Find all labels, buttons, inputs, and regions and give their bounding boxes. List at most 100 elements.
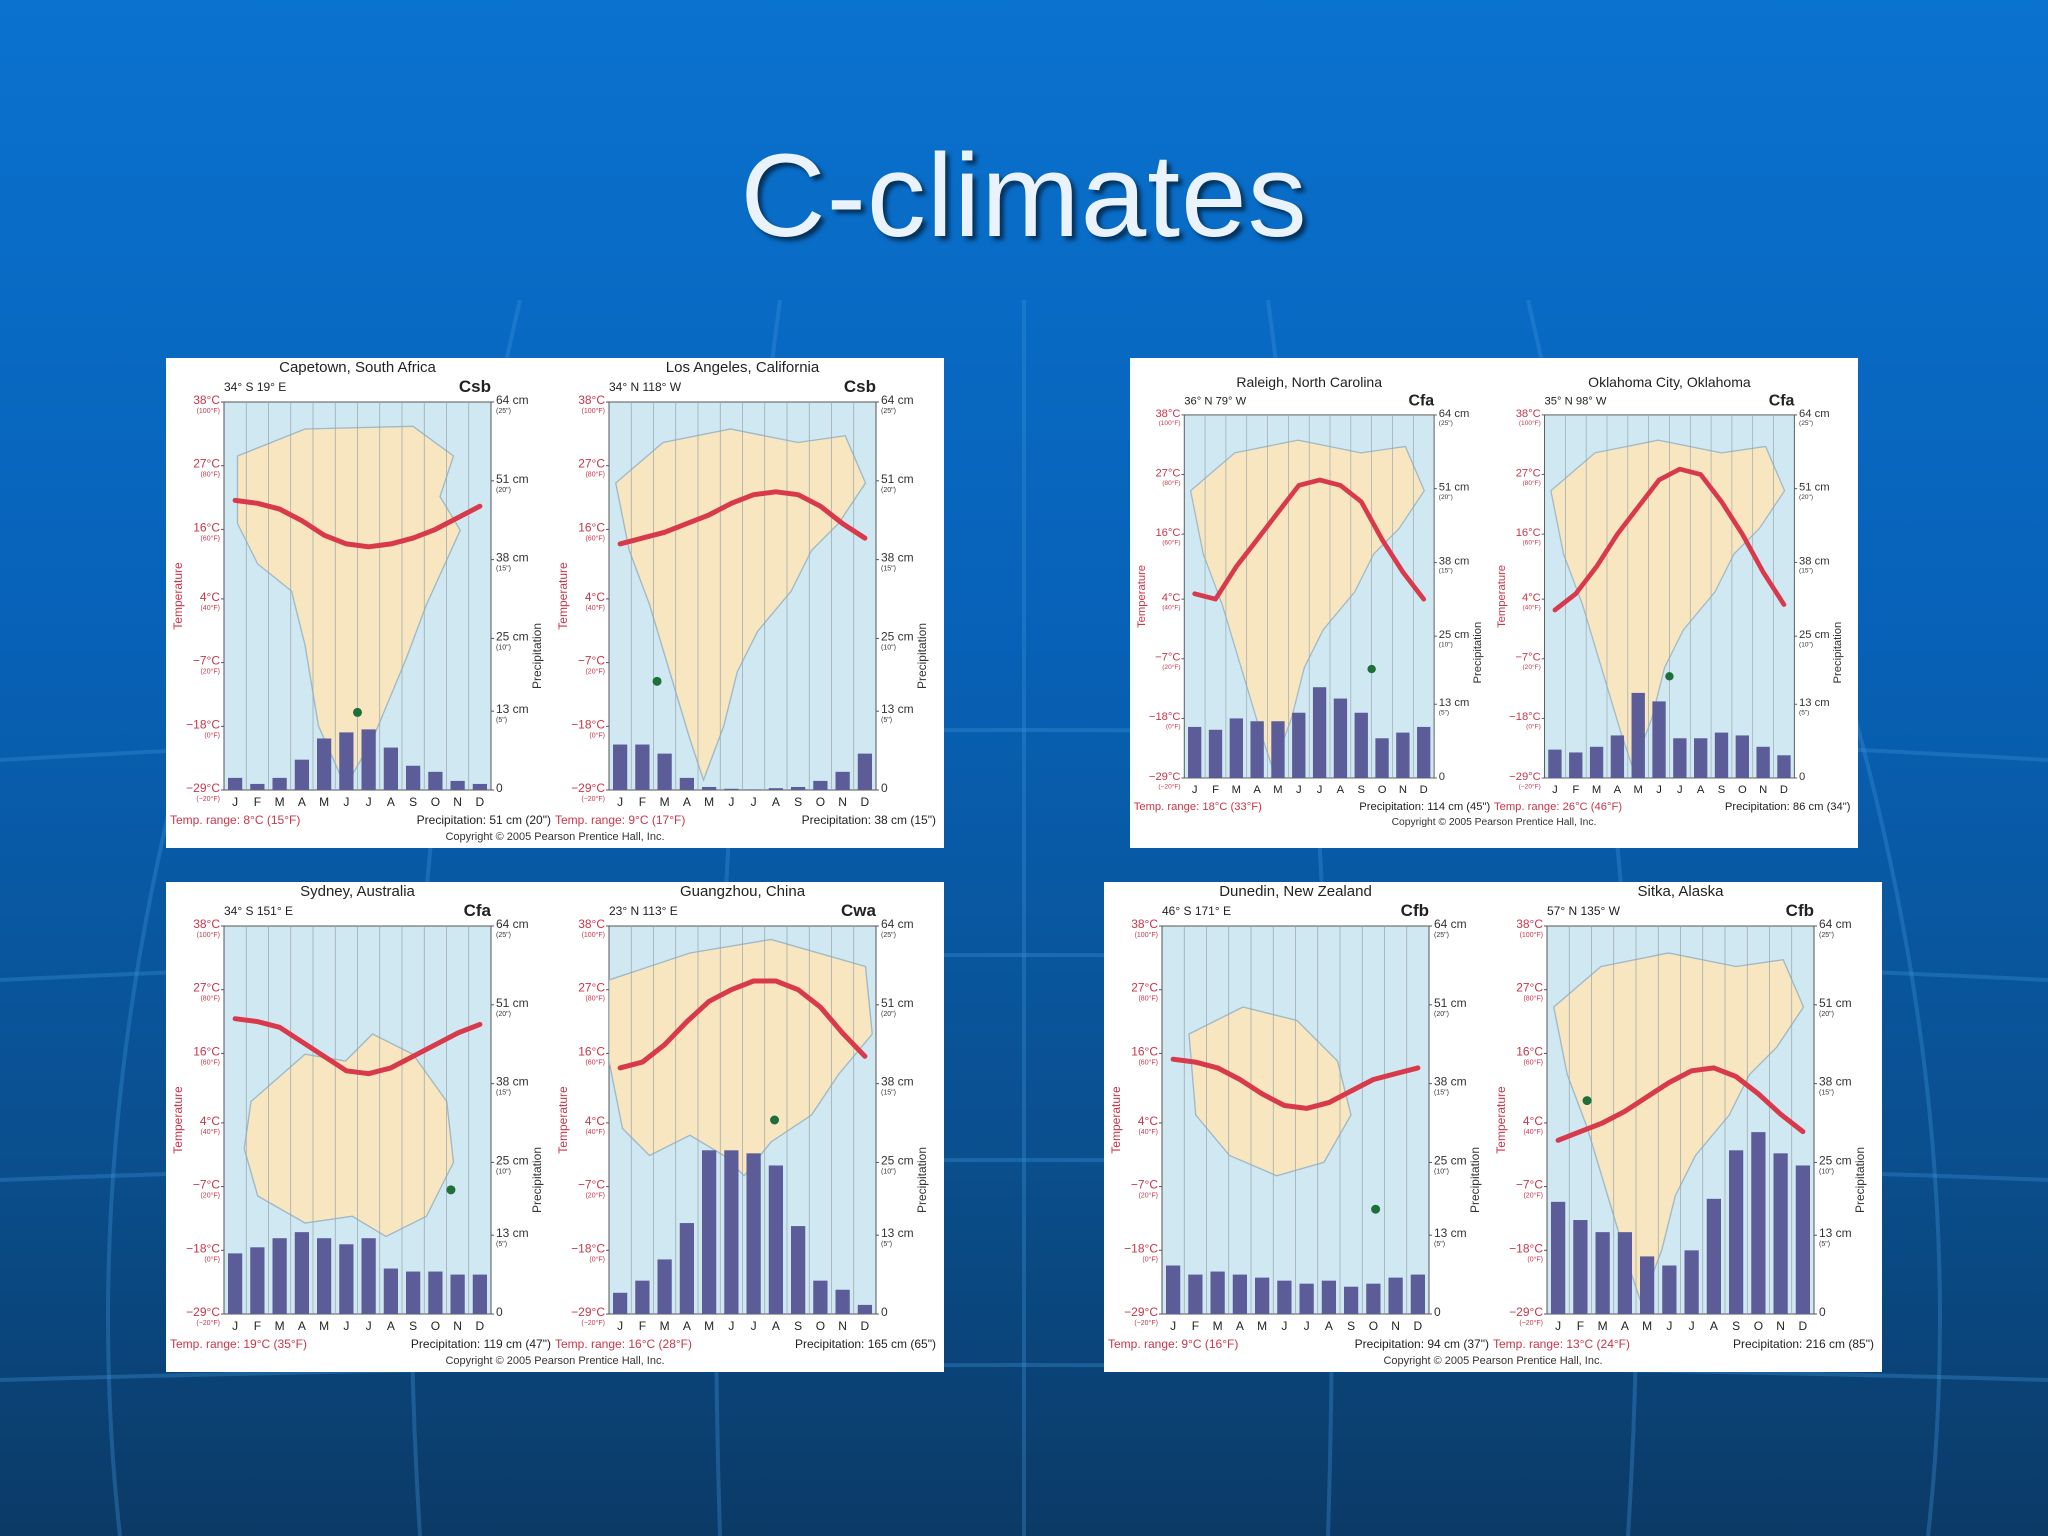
temperature-point [863, 536, 867, 540]
month-tick-label: O [431, 1319, 440, 1333]
temperature-point [796, 988, 800, 992]
temperature-point [1260, 1092, 1264, 1096]
temp-tick-label: 38°C [578, 917, 605, 931]
month-tick-label: J [617, 795, 623, 809]
temperature-point [344, 1069, 348, 1073]
month-tick-label: F [1577, 1319, 1584, 1333]
temperature-range: Temp. range: 9°C (17°F) [555, 813, 685, 827]
temperature-axis-label: Temperature [556, 562, 570, 630]
month-tick-label: A [772, 795, 780, 809]
precip-tick-label-in: (20") [496, 1011, 511, 1018]
precip-tick-label: 51 cm [881, 472, 914, 486]
temperature-point [1305, 1106, 1309, 1110]
precipitation-bar [1610, 735, 1625, 778]
temp-tick-label: 4°C [585, 1114, 605, 1128]
precip-tick-label: 38 cm [1439, 555, 1470, 567]
precip-tick-label: 13 cm [881, 1226, 914, 1240]
month-tick-label: M [1592, 784, 1601, 796]
precipitation-bar [1773, 1153, 1788, 1314]
precip-tick-label: 64 cm [496, 917, 529, 931]
precip-tick-label: 51 cm [881, 996, 914, 1010]
precip-tick-label-in: (5") [1439, 710, 1449, 717]
precipitation-bar [1684, 1250, 1699, 1314]
precipitation-total: Precipitation: 165 cm (65") [795, 1337, 936, 1351]
month-tick-label: J [343, 1319, 349, 1333]
temperature-point [1756, 1092, 1760, 1096]
temp-tick-label: 16°C [1155, 527, 1180, 539]
precip-tick-label-in: (10") [881, 1168, 896, 1175]
temp-tick-label-f: (−20°F) [1158, 782, 1180, 790]
station-coordinates: 46° S 171° E [1162, 904, 1231, 918]
precipitation-bar [1548, 749, 1562, 778]
month-tick-label: M [1213, 1319, 1223, 1333]
temperature-point [1371, 1077, 1375, 1081]
temp-tick-label-f: (20°F) [585, 668, 605, 676]
month-tick-label: J [366, 795, 372, 809]
precip-tick-label: 13 cm [496, 702, 529, 716]
temperature-point [774, 490, 778, 494]
precipitation-bar [1188, 726, 1202, 778]
precipitation-total: Precipitation: 114 cm (45") [1359, 801, 1490, 813]
precipitation-bar [1631, 692, 1645, 778]
precipitation-bar [250, 783, 265, 790]
month-tick-label: A [1710, 1319, 1718, 1333]
month-tick-label: S [794, 1319, 802, 1333]
month-tick-label: N [838, 795, 847, 809]
temp-tick-label: −18°C [1149, 711, 1181, 723]
month-tick-label: O [1754, 1319, 1763, 1333]
month-tick-label: M [1257, 1319, 1267, 1333]
precip-tick-label-in: (15") [881, 566, 896, 573]
month-tick-label: S [409, 1319, 417, 1333]
temp-tick-label: −29°C [571, 781, 605, 795]
temp-tick-label: 38°C [193, 393, 220, 407]
temp-tick-label-f: (0°F) [1166, 723, 1181, 731]
precipitation-bar [746, 1153, 761, 1314]
precip-tick-label: 25 cm [496, 629, 529, 643]
temperature-point [1553, 608, 1557, 612]
station-name: Guangzhou, China [680, 883, 806, 900]
temp-tick-label: −7°C [578, 1178, 605, 1192]
month-tick-label: J [751, 1319, 757, 1333]
month-tick-label: J [1317, 784, 1323, 796]
temperature-point [752, 979, 756, 983]
temp-tick-label-f: (20°F) [585, 1192, 605, 1200]
temperature-range: Temp. range: 26°C (46°F) [1494, 801, 1622, 813]
precipitation-bar [406, 765, 421, 790]
temp-tick-label: −7°C [1516, 1178, 1543, 1192]
month-tick-label: D [1780, 784, 1788, 796]
panel-copyright: Copyright © 2005 Pearson Prentice Hall, … [1383, 1355, 1602, 1367]
panel-copyright: Copyright © 2005 Pearson Prentice Hall, … [1392, 817, 1597, 828]
temperature-point [729, 988, 733, 992]
precip-tick-label-in: (5") [1434, 1241, 1445, 1248]
temperature-point [1782, 603, 1786, 606]
precip-tick-label-in: (25") [1434, 932, 1449, 939]
temperature-point [1578, 1130, 1582, 1134]
month-tick-label: M [660, 795, 670, 809]
temp-tick-label-f: (80°F) [1523, 479, 1541, 487]
temp-tick-label: −7°C [193, 1178, 220, 1192]
precipitation-bar [746, 789, 761, 790]
precip-tick-label-in: (25") [496, 408, 511, 415]
precipitation-bar [657, 1259, 672, 1314]
temp-tick-label: 16°C [1131, 1044, 1158, 1058]
temperature-range: Temp. range: 16°C (28°F) [555, 1337, 692, 1351]
temp-tick-label-f: (60°F) [1523, 1058, 1543, 1066]
precipitation-axis-label: Precipitation [1832, 622, 1844, 684]
precip-tick-label: 38 cm [881, 551, 914, 565]
temp-tick-label-f: (80°F) [200, 995, 220, 1003]
climograph-1: Los Angeles, California 34° N 118° W Csb Te… [555, 359, 936, 827]
month-tick-label: A [387, 795, 395, 809]
month-tick-label: O [1738, 784, 1747, 796]
temperature-point [841, 1031, 845, 1035]
precipitation-bar [1573, 1220, 1588, 1314]
temp-tick-label-f: (80°F) [585, 471, 605, 479]
temperature-point [389, 542, 393, 546]
precipitation-bar [228, 777, 243, 790]
temperature-axis-label: Temperature [1496, 565, 1508, 628]
precipitation-axis-label: Precipitation [1468, 1147, 1482, 1213]
temperature-point [1171, 1057, 1175, 1061]
month-tick-label: J [1555, 1319, 1561, 1333]
precipitation-total: Precipitation: 216 cm (85") [1733, 1337, 1874, 1351]
temp-tick-label: 16°C [193, 1044, 220, 1058]
